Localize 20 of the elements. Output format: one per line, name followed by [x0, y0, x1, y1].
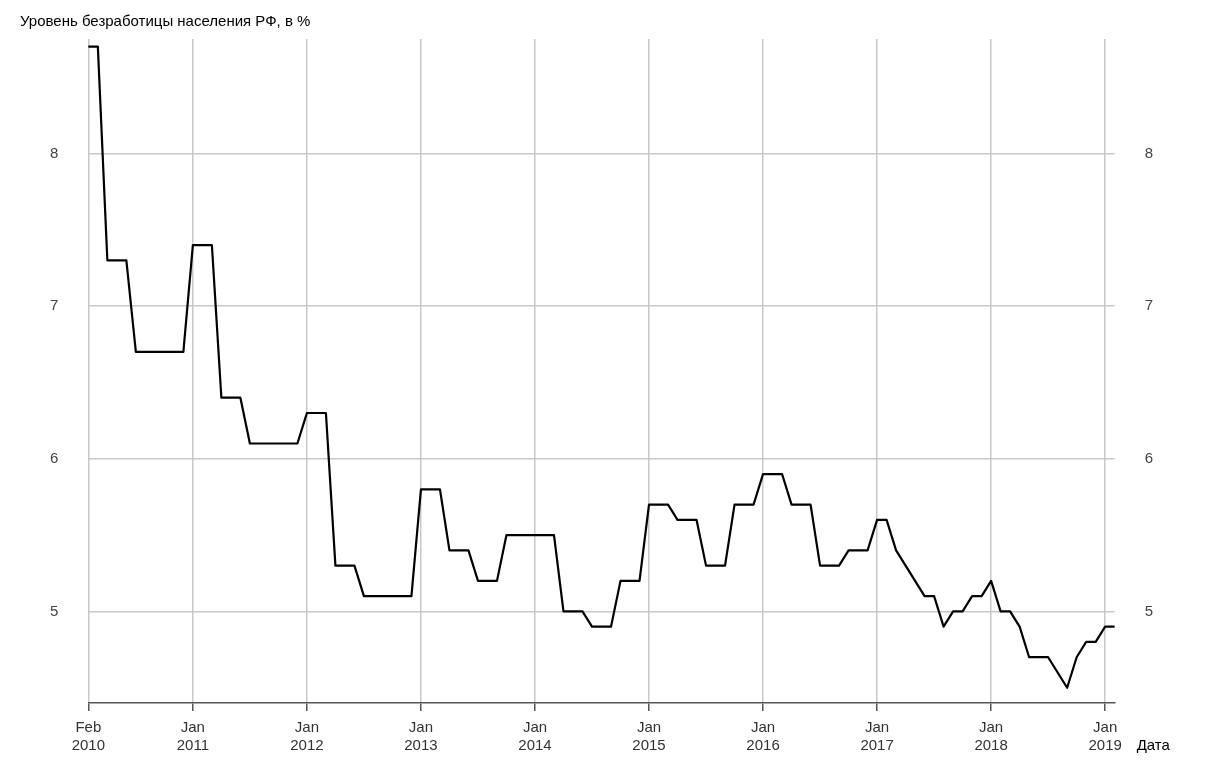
x-tick-label: Jan 2013: [404, 718, 438, 754]
x-tick-label: Jan 2015: [632, 718, 666, 754]
y2-tick-label: 5: [1144, 601, 1153, 619]
x-tick-label: Jan 2011: [176, 718, 210, 754]
y2-tick-label: 8: [1144, 143, 1153, 161]
y2-tick-label: 7: [1144, 296, 1153, 314]
y2-tick-label: 6: [1144, 448, 1153, 466]
x-tick-label: Jan 2017: [860, 718, 894, 754]
x-tick-label: Jan 2016: [746, 718, 780, 754]
x-tick-label: Jan 2018: [974, 718, 1008, 754]
y-tick-label: 5: [50, 601, 59, 619]
x-tick-label: Feb 2010: [71, 718, 106, 754]
y-tick-label: 8: [50, 143, 59, 161]
y-tick-label: 6: [50, 448, 59, 466]
x-tick-label: Jan 2012: [290, 718, 324, 754]
y-tick-label: 7: [50, 296, 59, 314]
x-axis-title: Дата: [1136, 736, 1171, 754]
chart-title: Уровень безработицы населения РФ, в %: [20, 12, 311, 30]
x-tick-label: Jan 2014: [518, 718, 552, 754]
x-tick-label: Jan 2019: [1088, 718, 1122, 754]
